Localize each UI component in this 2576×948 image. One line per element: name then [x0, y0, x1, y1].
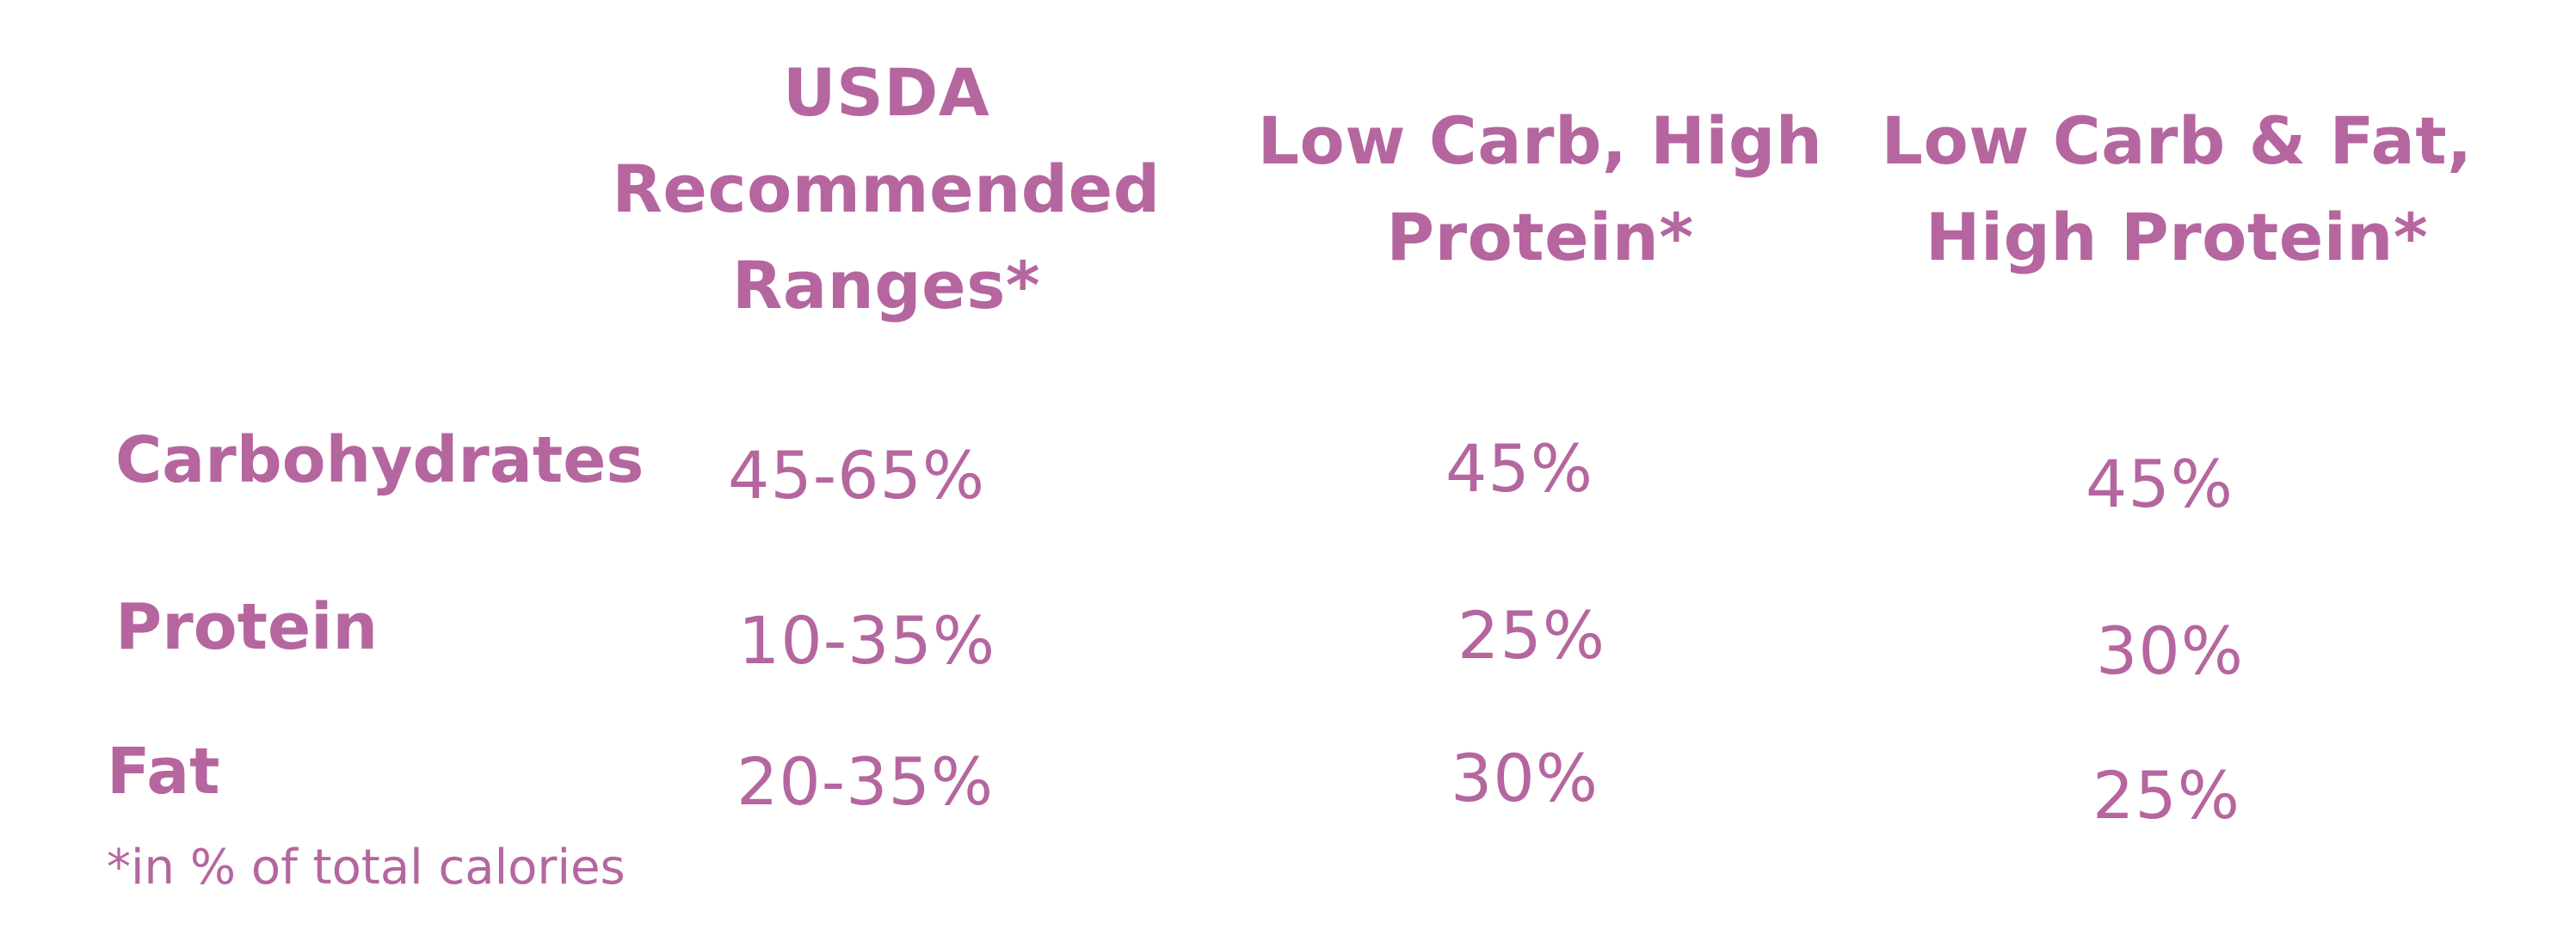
- cell-fat-low-carb-fat-high-protein: 25%: [2092, 757, 2240, 834]
- cell-carbohydrates-low-carb-high-protein: 45%: [1445, 430, 1593, 507]
- row-label-carbohydrates: Carbohydrates: [115, 423, 644, 497]
- cell-protein-usda: 10-35%: [738, 602, 996, 679]
- row-label-protein: Protein: [115, 590, 379, 664]
- cell-fat-low-carb-high-protein: 30%: [1451, 740, 1599, 816]
- cell-protein-low-carb-fat-high-protein: 30%: [2096, 613, 2244, 689]
- row-label-fat: Fat: [107, 735, 220, 809]
- cell-carbohydrates-low-carb-fat-high-protein: 45%: [2086, 446, 2234, 522]
- column-header-low-carb-high-protein: Low Carb, High Protein*: [1257, 102, 1823, 275]
- cell-fat-usda: 20-35%: [736, 743, 995, 820]
- column-header-usda: USDA Recommended Ranges*: [612, 54, 1161, 323]
- footnote: *in % of total calories: [107, 840, 626, 896]
- cell-protein-low-carb-high-protein: 25%: [1457, 597, 1605, 674]
- column-header-low-carb-fat-high-protein: Low Carb & Fat, High Protein*: [1881, 102, 2473, 275]
- cell-carbohydrates-usda: 45-65%: [728, 437, 986, 514]
